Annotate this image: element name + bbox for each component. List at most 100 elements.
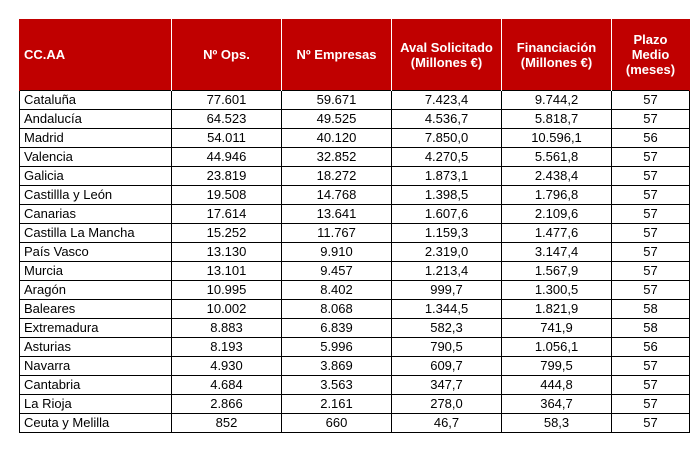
empresas-cell: 49.525 bbox=[281, 109, 392, 129]
table-row: Cantabria 4.684 3.563 347,7 444,8 57 bbox=[19, 375, 690, 395]
plazo-cell: 57 bbox=[611, 375, 690, 395]
aval-cell: 999,7 bbox=[391, 280, 502, 300]
empresas-cell: 8.402 bbox=[281, 280, 392, 300]
ops-cell: 17.614 bbox=[171, 204, 282, 224]
region-cell: Canarias bbox=[19, 204, 172, 224]
ops-cell: 77.601 bbox=[171, 90, 282, 110]
ops-cell: 15.252 bbox=[171, 223, 282, 243]
financiacion-cell: 2.109,6 bbox=[501, 204, 612, 224]
empresas-cell: 3.563 bbox=[281, 375, 392, 395]
region-cell: Aragón bbox=[19, 280, 172, 300]
header-ccaa: CC.AA bbox=[19, 19, 172, 91]
table-row: Madrid 54.011 40.120 7.850,0 10.596,1 56 bbox=[19, 128, 690, 148]
data-table-container: CC.AA Nº Ops. Nº Empresas Aval Solicitad… bbox=[19, 19, 690, 433]
empresas-cell: 13.641 bbox=[281, 204, 392, 224]
ops-cell: 852 bbox=[171, 413, 282, 433]
region-cell: Cataluña bbox=[19, 90, 172, 110]
table-row: Canarias 17.614 13.641 1.607,6 2.109,6 57 bbox=[19, 204, 690, 224]
financiacion-cell: 58,3 bbox=[501, 413, 612, 433]
aval-cell: 1.607,6 bbox=[391, 204, 502, 224]
financiacion-cell: 1.300,5 bbox=[501, 280, 612, 300]
table-row: Asturias 8.193 5.996 790,5 1.056,1 56 bbox=[19, 337, 690, 357]
financiacion-cell: 1.796,8 bbox=[501, 185, 612, 205]
ops-cell: 13.101 bbox=[171, 261, 282, 281]
region-cell: Galicia bbox=[19, 166, 172, 186]
aval-cell: 1.344,5 bbox=[391, 299, 502, 319]
aval-cell: 1.213,4 bbox=[391, 261, 502, 281]
table-row: Murcia 13.101 9.457 1.213,4 1.567,9 57 bbox=[19, 261, 690, 281]
ops-cell: 10.995 bbox=[171, 280, 282, 300]
aval-cell: 7.423,4 bbox=[391, 90, 502, 110]
region-cell: Ceuta y Melilla bbox=[19, 413, 172, 433]
empresas-cell: 6.839 bbox=[281, 318, 392, 338]
region-cell: Cantabria bbox=[19, 375, 172, 395]
empresas-cell: 9.457 bbox=[281, 261, 392, 281]
plazo-cell: 57 bbox=[611, 204, 690, 224]
plazo-cell: 57 bbox=[611, 394, 690, 414]
plazo-cell: 57 bbox=[611, 223, 690, 243]
financiacion-cell: 741,9 bbox=[501, 318, 612, 338]
region-cell: Baleares bbox=[19, 299, 172, 319]
table-header-row: CC.AA Nº Ops. Nº Empresas Aval Solicitad… bbox=[19, 19, 690, 91]
financiacion-cell: 1.821,9 bbox=[501, 299, 612, 319]
ops-cell: 2.866 bbox=[171, 394, 282, 414]
aval-cell: 1.398,5 bbox=[391, 185, 502, 205]
plazo-cell: 57 bbox=[611, 90, 690, 110]
empresas-cell: 660 bbox=[281, 413, 392, 433]
table-row: Aragón 10.995 8.402 999,7 1.300,5 57 bbox=[19, 280, 690, 300]
ops-cell: 4.930 bbox=[171, 356, 282, 376]
table-row: Castillla y León 19.508 14.768 1.398,5 1.796… bbox=[19, 185, 690, 205]
aval-cell: 1.159,3 bbox=[391, 223, 502, 243]
plazo-cell: 57 bbox=[611, 166, 690, 186]
financiacion-cell: 1.056,1 bbox=[501, 337, 612, 357]
ops-cell: 54.011 bbox=[171, 128, 282, 148]
empresas-cell: 18.272 bbox=[281, 166, 392, 186]
financiacion-cell: 1.477,6 bbox=[501, 223, 612, 243]
financiacion-cell: 1.567,9 bbox=[501, 261, 612, 281]
financiacion-cell: 364,7 bbox=[501, 394, 612, 414]
plazo-cell: 57 bbox=[611, 109, 690, 129]
ops-cell: 10.002 bbox=[171, 299, 282, 319]
empresas-cell: 3.869 bbox=[281, 356, 392, 376]
empresas-cell: 2.161 bbox=[281, 394, 392, 414]
financiacion-cell: 799,5 bbox=[501, 356, 612, 376]
financiacion-cell: 9.744,2 bbox=[501, 90, 612, 110]
plazo-cell: 57 bbox=[611, 242, 690, 262]
table-row: Galicia 23.819 18.272 1.873,1 2.438,4 57 bbox=[19, 166, 690, 186]
plazo-cell: 57 bbox=[611, 261, 690, 281]
aval-cell: 46,7 bbox=[391, 413, 502, 433]
plazo-cell: 57 bbox=[611, 356, 690, 376]
region-cell: Navarra bbox=[19, 356, 172, 376]
header-aval-solicitado: Aval Solicitado (Millones €) bbox=[391, 19, 502, 91]
ops-cell: 13.130 bbox=[171, 242, 282, 262]
aval-cell: 4.536,7 bbox=[391, 109, 502, 129]
plazo-cell: 57 bbox=[611, 185, 690, 205]
region-cell: Madrid bbox=[19, 128, 172, 148]
table-body: Cataluña 77.601 59.671 7.423,4 9.744,2 57 Anda… bbox=[19, 90, 690, 433]
region-cell: Murcia bbox=[19, 261, 172, 281]
ops-cell: 4.684 bbox=[171, 375, 282, 395]
header-num-ops: Nº Ops. bbox=[171, 19, 282, 91]
plazo-cell: 56 bbox=[611, 128, 690, 148]
table-row: Castilla La Mancha 15.252 11.767 1.159,3 1.4… bbox=[19, 223, 690, 243]
table-row: Valencia 44.946 32.852 4.270,5 5.561,8 57 bbox=[19, 147, 690, 167]
header-num-empresas: Nº Empresas bbox=[281, 19, 392, 91]
header-plazo-medio: Plazo Medio (meses) bbox=[611, 19, 690, 91]
aval-cell: 1.873,1 bbox=[391, 166, 502, 186]
aval-cell: 790,5 bbox=[391, 337, 502, 357]
empresas-cell: 14.768 bbox=[281, 185, 392, 205]
ccaa-operations-table: CC.AA Nº Ops. Nº Empresas Aval Solicitad… bbox=[19, 19, 690, 433]
table-row: Andalucía 64.523 49.525 4.536,7 5.818,7 57 bbox=[19, 109, 690, 129]
aval-cell: 609,7 bbox=[391, 356, 502, 376]
financiacion-cell: 2.438,4 bbox=[501, 166, 612, 186]
region-cell: La Rioja bbox=[19, 394, 172, 414]
empresas-cell: 9.910 bbox=[281, 242, 392, 262]
aval-cell: 2.319,0 bbox=[391, 242, 502, 262]
empresas-cell: 59.671 bbox=[281, 90, 392, 110]
aval-cell: 4.270,5 bbox=[391, 147, 502, 167]
financiacion-cell: 10.596,1 bbox=[501, 128, 612, 148]
plazo-cell: 58 bbox=[611, 299, 690, 319]
region-cell: Valencia bbox=[19, 147, 172, 167]
plazo-cell: 56 bbox=[611, 337, 690, 357]
plazo-cell: 58 bbox=[611, 318, 690, 338]
